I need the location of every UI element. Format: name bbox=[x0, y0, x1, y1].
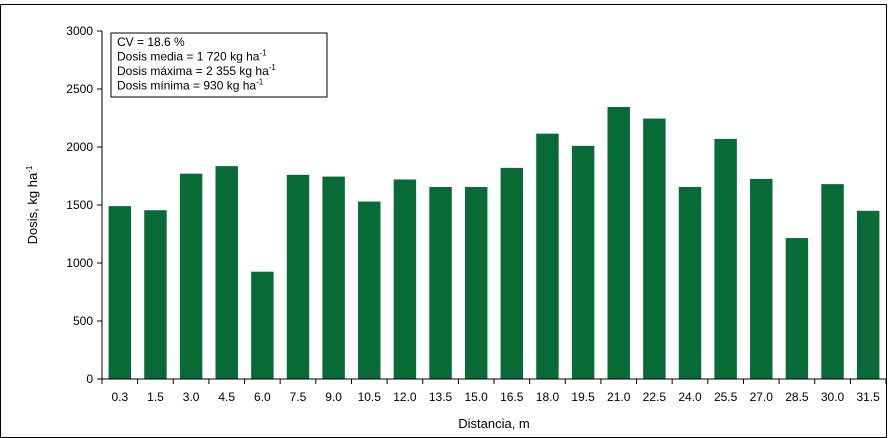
x-tick-label: 24.0 bbox=[678, 390, 702, 404]
x-tick-label: 10.5 bbox=[358, 390, 382, 404]
bar bbox=[429, 187, 452, 379]
x-tick-label: 18.0 bbox=[536, 390, 560, 404]
stats-line-text: Dosis máxima = 2 355 kg ha bbox=[117, 64, 269, 78]
stats-line: Dosis media = 1 720 kg ha-1 bbox=[117, 49, 267, 64]
x-tick-label: 9.0 bbox=[325, 390, 342, 404]
y-tick-label: 2000 bbox=[66, 140, 93, 154]
y-tick-label: 2500 bbox=[66, 82, 93, 96]
bar bbox=[643, 118, 666, 379]
bar bbox=[571, 145, 595, 379]
bar bbox=[286, 174, 310, 379]
bar bbox=[714, 138, 737, 379]
bar bbox=[251, 271, 274, 379]
bar bbox=[393, 179, 417, 379]
x-tick-label: 27.0 bbox=[750, 390, 774, 404]
plot-area: 0 500 1000 1500 2000 2500 3000 0.3 1.5 3.0 4.5 6.0 7… bbox=[25, 24, 887, 431]
bar bbox=[821, 184, 844, 379]
x-tick-label: 15.0 bbox=[465, 390, 489, 404]
x-tick-label: 25.5 bbox=[714, 390, 738, 404]
bar bbox=[464, 187, 488, 379]
y-axis-title-text: Dosis, kg ha bbox=[25, 172, 40, 244]
bar bbox=[750, 178, 773, 379]
x-tick-label: 21.0 bbox=[607, 390, 631, 404]
x-tick-label: 28.5 bbox=[785, 390, 809, 404]
stats-line-superscript: -1 bbox=[256, 78, 264, 87]
x-tick-label: 30.0 bbox=[821, 390, 845, 404]
bar bbox=[536, 133, 559, 379]
x-tick-label: 31.5 bbox=[857, 390, 881, 404]
bar bbox=[144, 210, 167, 379]
x-tick-label: 22.5 bbox=[643, 390, 667, 404]
x-tick-label: 12.0 bbox=[393, 390, 417, 404]
bar bbox=[678, 187, 702, 379]
stats-line-text: Dosis mínima = 930 kg ha bbox=[117, 79, 256, 93]
stats-box bbox=[110, 32, 328, 98]
y-tick-label: 1000 bbox=[66, 256, 93, 270]
x-tick-label: 19.5 bbox=[571, 390, 595, 404]
bar bbox=[179, 173, 203, 379]
y-tick-label: 3000 bbox=[66, 24, 93, 38]
y-tick-label: 0 bbox=[86, 372, 93, 386]
stats-line-superscript: -1 bbox=[259, 49, 267, 58]
stats-line: Dosis mínima = 930 kg ha-1 bbox=[117, 78, 264, 93]
x-axis-title: Distancia, m bbox=[458, 416, 530, 431]
y-tick-label: 500 bbox=[73, 314, 93, 328]
x-tick-label: 4.5 bbox=[218, 390, 235, 404]
bar bbox=[785, 238, 809, 379]
x-tick-label: 6.0 bbox=[254, 390, 271, 404]
bar bbox=[856, 210, 880, 379]
bar bbox=[358, 201, 381, 379]
x-tick-label: 3.0 bbox=[183, 390, 200, 404]
bar bbox=[607, 106, 630, 379]
bar bbox=[500, 167, 524, 379]
stats-line-superscript: -1 bbox=[269, 63, 277, 72]
stats-line-text: Dosis media = 1 720 kg ha bbox=[117, 50, 260, 64]
x-tick-label: 13.5 bbox=[429, 390, 453, 404]
y-axis-title-superscript: -1 bbox=[25, 165, 34, 173]
x-tick-label: 7.5 bbox=[290, 390, 307, 404]
bar bbox=[322, 176, 345, 379]
bar bbox=[215, 166, 238, 379]
stats-line: CV = 18.6 % bbox=[117, 35, 185, 49]
stats-line-text: CV = 18.6 % bbox=[117, 35, 185, 49]
bar bbox=[108, 206, 132, 379]
y-tick-label: 1500 bbox=[66, 198, 93, 212]
x-tick-label: 1.5 bbox=[147, 390, 164, 404]
x-tick-label: 16.5 bbox=[500, 390, 524, 404]
stats-line: Dosis máxima = 2 355 kg ha-1 bbox=[117, 63, 276, 78]
x-tick-label: 0.3 bbox=[111, 390, 128, 404]
y-axis-title: Dosis, kg ha-1 bbox=[25, 165, 40, 244]
